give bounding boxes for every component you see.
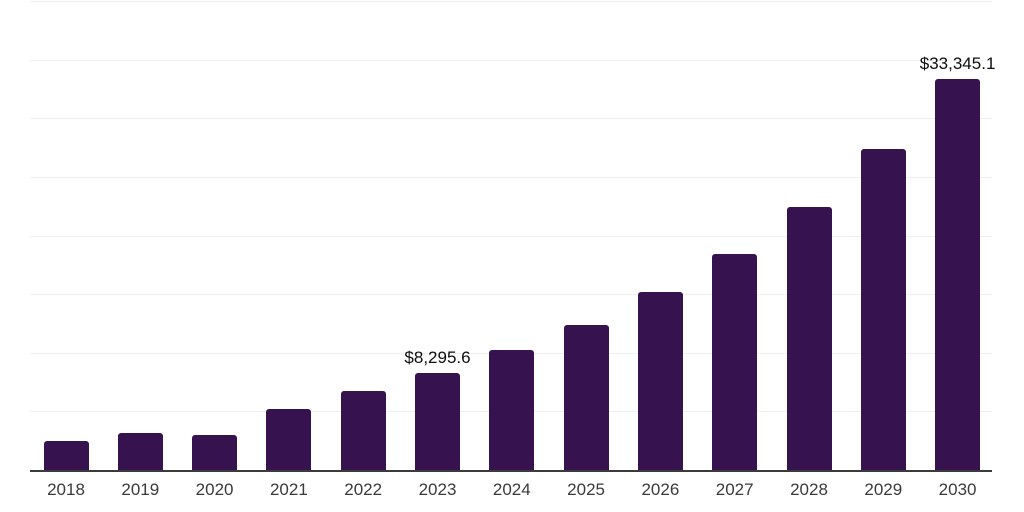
gridline bbox=[30, 118, 992, 120]
x-axis-label-2023: 2023 bbox=[418, 480, 457, 499]
bar-2022[interactable] bbox=[340, 391, 386, 470]
x-axis-label-2020: 2020 bbox=[195, 480, 234, 499]
bar-2024[interactable] bbox=[489, 350, 535, 470]
gridline bbox=[30, 176, 992, 178]
bar-2026[interactable] bbox=[637, 292, 683, 470]
x-axis-label-2018: 2018 bbox=[47, 480, 85, 499]
bar-2019[interactable] bbox=[117, 433, 163, 470]
x-axis-label-2025: 2025 bbox=[567, 480, 605, 499]
data-label-2023: $8,295.6 bbox=[404, 348, 471, 367]
gridline bbox=[30, 235, 992, 237]
x-axis-label-2029: 2029 bbox=[864, 480, 903, 499]
x-axis-label-2021: 2021 bbox=[269, 480, 308, 499]
bar-2018[interactable] bbox=[43, 441, 89, 470]
bar-2027[interactable] bbox=[712, 254, 758, 470]
bar-2020[interactable] bbox=[192, 435, 238, 470]
gridline bbox=[30, 294, 992, 296]
bar-2025[interactable] bbox=[563, 325, 609, 470]
x-axis-label-2019: 2019 bbox=[121, 480, 160, 499]
bar-2021[interactable] bbox=[266, 409, 312, 470]
plot-area bbox=[30, 1, 992, 472]
x-axis-label-2027: 2027 bbox=[715, 480, 754, 499]
bar-2028[interactable] bbox=[786, 207, 832, 470]
x-axis-label-2024: 2024 bbox=[492, 480, 531, 499]
x-axis-label-2022: 2022 bbox=[344, 480, 383, 499]
x-axis-label-2028: 2028 bbox=[790, 480, 828, 499]
gridline bbox=[30, 59, 992, 61]
x-axis-label-2026: 2026 bbox=[641, 480, 680, 499]
data-label-2030: $33,345.1 bbox=[919, 54, 996, 73]
x-axis-line bbox=[30, 470, 992, 472]
bar-2030[interactable] bbox=[935, 79, 981, 470]
bar-2029[interactable] bbox=[860, 149, 906, 470]
gridline bbox=[30, 1, 992, 2]
x-axis-label-2030: 2030 bbox=[938, 480, 977, 499]
bar-2023[interactable] bbox=[415, 373, 460, 470]
